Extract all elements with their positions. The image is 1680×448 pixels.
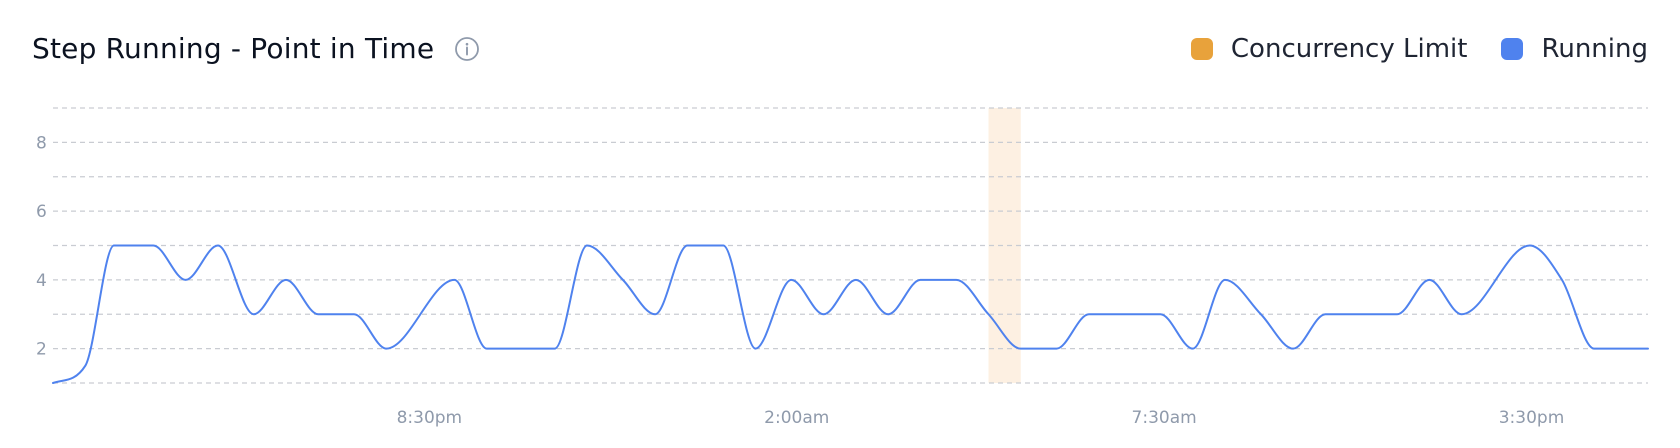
x-tick-label-1: 2:00am [764, 408, 829, 428]
running-point-34 [1291, 347, 1295, 351]
running-point-39 [1528, 244, 1532, 248]
running-point-23 [886, 312, 890, 316]
y-tick-label-8: 8 [36, 133, 47, 153]
running-point-42 [1646, 347, 1650, 351]
legend-swatch-running [1501, 38, 1524, 60]
chart-header: Step Running - Point in Time Concurrency… [0, 0, 1680, 100]
running-point-13 [553, 347, 557, 351]
running-point-36 [1395, 312, 1399, 316]
running-point-28 [1055, 347, 1059, 351]
running-point-30 [1159, 312, 1163, 316]
running-point-17 [685, 244, 689, 248]
running-point-32 [1223, 278, 1227, 282]
running-point-40 [1560, 278, 1564, 282]
running-point-9 [352, 312, 356, 316]
running-point-31 [1191, 347, 1195, 351]
info-circle-icon[interactable] [454, 36, 480, 62]
running-point-22 [854, 278, 858, 282]
title-group: Step Running - Point in Time [32, 32, 480, 65]
running-point-3 [151, 244, 155, 248]
running-point-1 [83, 364, 87, 368]
legend-label-running: Running [1541, 34, 1648, 64]
running-point-10 [384, 347, 388, 351]
running-point-15 [621, 278, 625, 282]
legend-item-concurrency-limit[interactable]: Concurrency Limit [1190, 34, 1468, 64]
running-point-18 [721, 244, 725, 248]
running-point-37 [1427, 278, 1431, 282]
running-point-16 [653, 312, 657, 316]
x-tick-label-2: 7:30am [1132, 408, 1197, 428]
running-point-24 [918, 278, 922, 282]
x-tick-label-3: 3:30pm [1499, 408, 1565, 428]
running-point-41 [1592, 347, 1596, 351]
running-point-33 [1259, 312, 1263, 316]
y-tick-label-2: 2 [36, 340, 47, 360]
running-point-0 [51, 381, 55, 385]
running-point-8 [316, 312, 320, 316]
running-point-25 [954, 278, 958, 282]
running-point-38 [1460, 312, 1464, 316]
y-tick-label-6: 6 [36, 202, 47, 222]
legend-swatch-concurrency-limit [1190, 38, 1213, 60]
running-point-35 [1323, 312, 1327, 316]
running-point-7 [284, 278, 288, 282]
legend-item-running[interactable]: Running [1501, 34, 1648, 64]
running-point-11 [452, 278, 456, 282]
running-point-27 [1019, 347, 1023, 351]
series-line-running [52, 244, 1649, 384]
running-point-26 [986, 312, 990, 316]
running-point-21 [822, 312, 826, 316]
legend-label-concurrency-limit: Concurrency Limit [1230, 34, 1468, 64]
running-point-14 [585, 244, 589, 248]
running-point-5 [216, 244, 220, 248]
running-point-19 [754, 347, 758, 351]
x-tick-label-0: 8:30pm [397, 408, 463, 428]
chart-legend: Concurrency Limit Running [1190, 34, 1648, 64]
chart-title: Step Running - Point in Time [32, 32, 435, 65]
running-point-2 [112, 244, 116, 248]
y-tick-label-4: 4 [36, 271, 47, 291]
running-point-4 [184, 278, 188, 282]
running-point-6 [252, 312, 256, 316]
running-point-12 [485, 347, 489, 351]
running-point-29 [1087, 312, 1091, 316]
running-point-20 [789, 278, 793, 282]
